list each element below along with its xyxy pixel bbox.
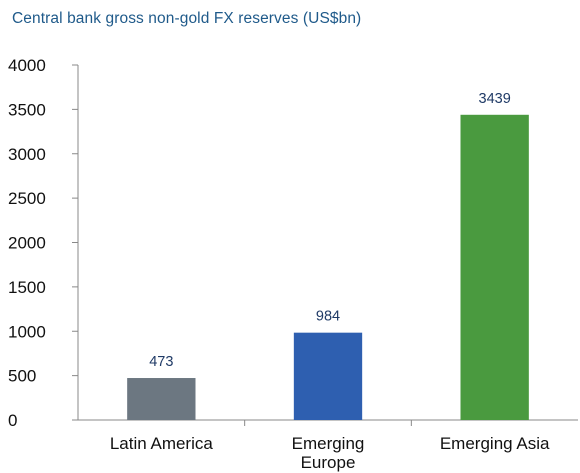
bar: [127, 378, 196, 420]
y-tick-label: 1500: [8, 278, 46, 297]
y-tick-label: 4000: [8, 56, 46, 75]
y-tick-label: 1000: [8, 322, 46, 341]
y-tick-label: 2500: [8, 189, 46, 208]
data-label: 3439: [479, 91, 511, 107]
bar: [293, 332, 363, 420]
chart-bars: [127, 114, 529, 420]
category-label: Latin America: [110, 434, 214, 453]
y-tick-label: 3500: [8, 100, 46, 119]
y-tick-label: 3000: [8, 145, 46, 164]
category-label: Emerging Asia: [440, 434, 550, 453]
y-tick-label: 2000: [8, 234, 46, 253]
data-label: 473: [149, 354, 173, 370]
chart-axes: 0 500 1000 1500 2000 2500 3000 3500 4000: [8, 56, 578, 430]
y-tick-label: 0: [8, 411, 17, 430]
data-label: 984: [316, 309, 340, 325]
chart-title: Central bank gross non-gold FX reserves …: [12, 10, 362, 27]
category-label: Europe: [301, 453, 356, 472]
y-tick-label: 500: [8, 367, 36, 386]
bar: [460, 114, 529, 420]
category-label: Emerging: [292, 434, 365, 453]
